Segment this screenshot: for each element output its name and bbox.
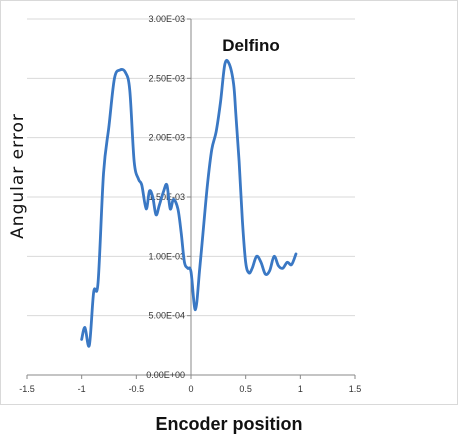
y-tick-label: 1.00E-03 [148, 251, 185, 261]
x-tick-label: 0.5 [239, 384, 252, 394]
y-tick-label: 3.00E-03 [148, 14, 185, 24]
series-line [80, 59, 298, 348]
x-tick-labels: -1.5 -1 -0.5 0 0.5 1 1.5 [19, 384, 361, 394]
chart-frame: 0.00E+00 5.00E-04 1.00E-03 1.50E-03 2.00E-03… [0, 0, 458, 405]
x-tick-label: -1.5 [19, 384, 35, 394]
y-tick-label: 2.50E-03 [148, 73, 185, 83]
x-tick-label: 1 [298, 384, 303, 394]
x-tick-label: 1.5 [349, 384, 362, 394]
x-tick-label: -0.5 [129, 384, 145, 394]
y-tick-label: 1.50E-03 [148, 192, 185, 202]
y-tick-labels: 0.00E+00 5.00E-04 1.00E-03 1.50E-03 2.00E-03… [146, 14, 185, 380]
x-tick-label: -1 [78, 384, 86, 394]
x-tick-label: 0 [188, 384, 193, 394]
x-axis-label: Encoder position [155, 414, 303, 434]
axes [26, 18, 356, 379]
y-tick-label: 0.00E+00 [146, 370, 185, 380]
y-tick-label: 5.00E-04 [148, 311, 185, 321]
chart-title: Delfino [222, 36, 280, 55]
y-axis-label: Angular error [8, 113, 28, 239]
y-tick-label: 2.00E-03 [148, 133, 185, 143]
line-chart: 0.00E+00 5.00E-04 1.00E-03 1.50E-03 2.00E-03… [8, 14, 361, 394]
